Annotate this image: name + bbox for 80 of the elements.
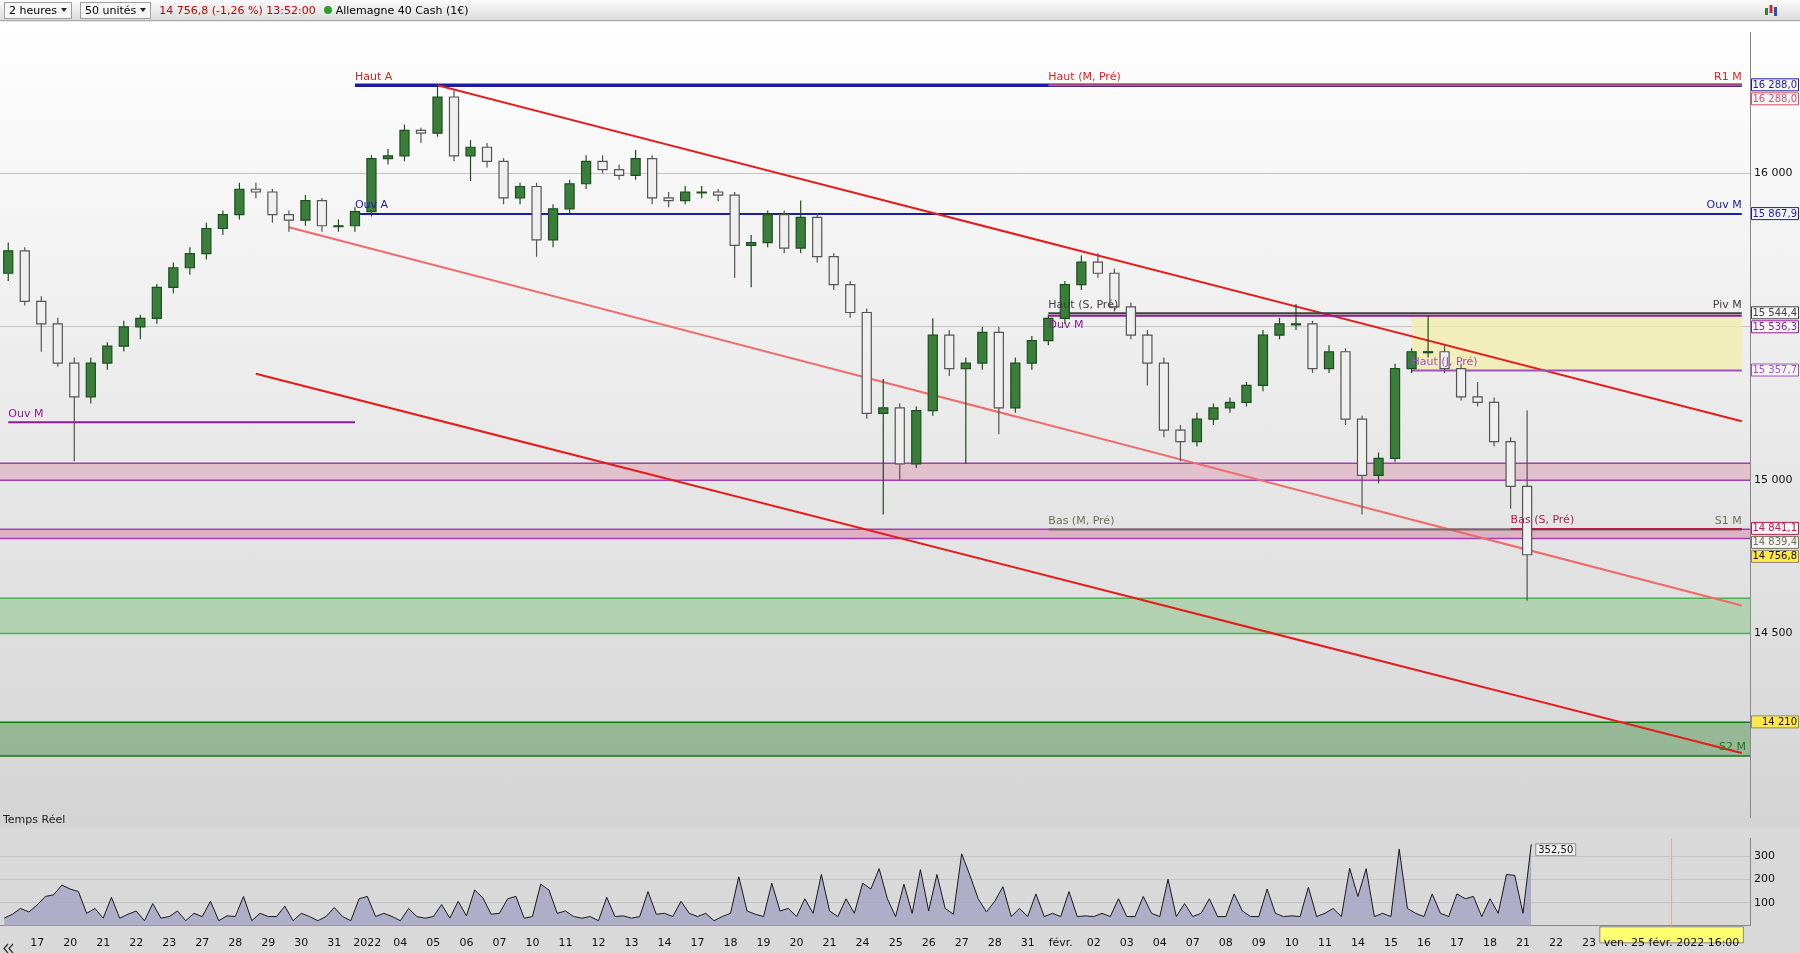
x-tick-label: 21 (1516, 936, 1530, 950)
data-label: 15 544,4 (1752, 306, 1797, 318)
x-tick-label: 08 (1218, 936, 1233, 950)
x-tick-label: 21 (96, 936, 111, 950)
x-tick-label: 17 (30, 936, 45, 950)
x-tick-label: 16 (1416, 936, 1431, 950)
x-tick-label: 18 (1482, 936, 1497, 950)
x-tick-label: 11 (558, 936, 573, 950)
data-label: 14 841,1 (1752, 522, 1797, 534)
y-tick-label: 14 500 (1754, 626, 1793, 640)
annotation: R1 M (1714, 69, 1742, 83)
data-label: 352,50 (1538, 843, 1574, 855)
x-tick-label: 21 (822, 936, 837, 950)
x-tick-label: 14 (657, 936, 672, 950)
x-tick-label: 27 (954, 936, 969, 950)
text: 50 unités (85, 2, 137, 18)
x-tick-label: ven. 25 févr. 2022 16:00 (1603, 936, 1740, 950)
y-tick-label: 15 000 (1754, 473, 1793, 487)
y-tick-label: 100 (1754, 895, 1775, 909)
y-tick-label: 300 (1754, 849, 1775, 863)
annotation: Piv M (1712, 297, 1742, 311)
x-tick-label: 31 (327, 936, 342, 950)
annotation: Haut A (354, 69, 393, 83)
annotation: Bas (M, Pré) (1048, 513, 1115, 527)
x-tick-label: 11 (1317, 936, 1332, 950)
x-tick-label: 28 (987, 936, 1002, 950)
x-tick-label: 02 (1086, 936, 1101, 950)
x-tick-label: 12 (591, 936, 606, 950)
x-tick-label: 2022 (353, 936, 382, 950)
x-tick-label: 10 (1284, 936, 1299, 950)
x-tick-label: 09 (1251, 936, 1266, 950)
x-tick-label: 24 (855, 936, 870, 950)
y-tick-label: 16 000 (1754, 166, 1793, 180)
x-tick-label: 19 (756, 936, 771, 950)
x-tick-label: 05 (426, 936, 441, 950)
x-tick-label: 07 (1185, 936, 1200, 950)
data-label: 16 288,0 (1752, 78, 1797, 90)
x-tick-label: 06 (459, 936, 474, 950)
x-tick-label: 22 (129, 936, 144, 950)
x-tick-label: 26 (921, 936, 936, 950)
annotation: Haut (M, Pré) (1048, 69, 1121, 83)
data-label: 16 288,0 (1752, 92, 1797, 104)
text: 14 756,8 (1752, 550, 1797, 562)
band-label: 14 210 (1762, 715, 1797, 727)
chart-title: Allemagne 40 Cash (1€) (335, 3, 469, 17)
x-tick-label: 25 (888, 936, 903, 950)
x-tick-label: 18 (723, 936, 738, 950)
x-tick-label: 04 (1152, 936, 1167, 950)
annotation: Temps Réel (3, 813, 66, 826)
annotation: Ouv M (1706, 198, 1742, 212)
x-tick-label: 14 (1350, 936, 1365, 950)
y-tick-label: 200 (1754, 872, 1775, 886)
x-tick-label: 28 (228, 936, 243, 950)
x-tick-label: 22 (1549, 936, 1564, 950)
x-tick-label: 15 (1383, 936, 1398, 950)
annotation: S1 M (1714, 513, 1742, 527)
x-tick-label: 29 (261, 936, 276, 950)
x-tick-label: 20 (63, 936, 78, 950)
x-tick-label: 17 (1449, 936, 1464, 950)
x-tick-label: 13 (624, 936, 639, 950)
data-label: 15 867,9 (1752, 207, 1797, 219)
data-label: 15 536,3 (1752, 320, 1797, 332)
x-tick-label: 31 (1020, 936, 1035, 950)
data-label: 15 357,7 (1752, 364, 1797, 376)
text: 2 heures (9, 2, 57, 18)
chart-subtitle: 14 756,8 (-1,26 %) 13:52:00 (159, 3, 316, 17)
annotation: Ouv M (8, 406, 44, 420)
x-tick-label: févr. (1048, 936, 1073, 950)
x-tick-label: 23 (162, 936, 177, 950)
x-tick-label: 30 (294, 936, 309, 950)
x-tick-label: 03 (1119, 936, 1134, 950)
x-tick-label: 23 (1582, 936, 1597, 950)
data-label: 14 839,4 (1752, 536, 1797, 548)
annotation: Ouv A (354, 198, 389, 212)
x-tick-label: 04 (393, 936, 408, 950)
x-tick-label: 27 (195, 936, 210, 950)
x-tick-label: 20 (789, 936, 804, 950)
x-tick-label: 17 (690, 936, 705, 950)
x-tick-label: 10 (525, 936, 540, 950)
x-tick-label: 07 (492, 936, 507, 950)
